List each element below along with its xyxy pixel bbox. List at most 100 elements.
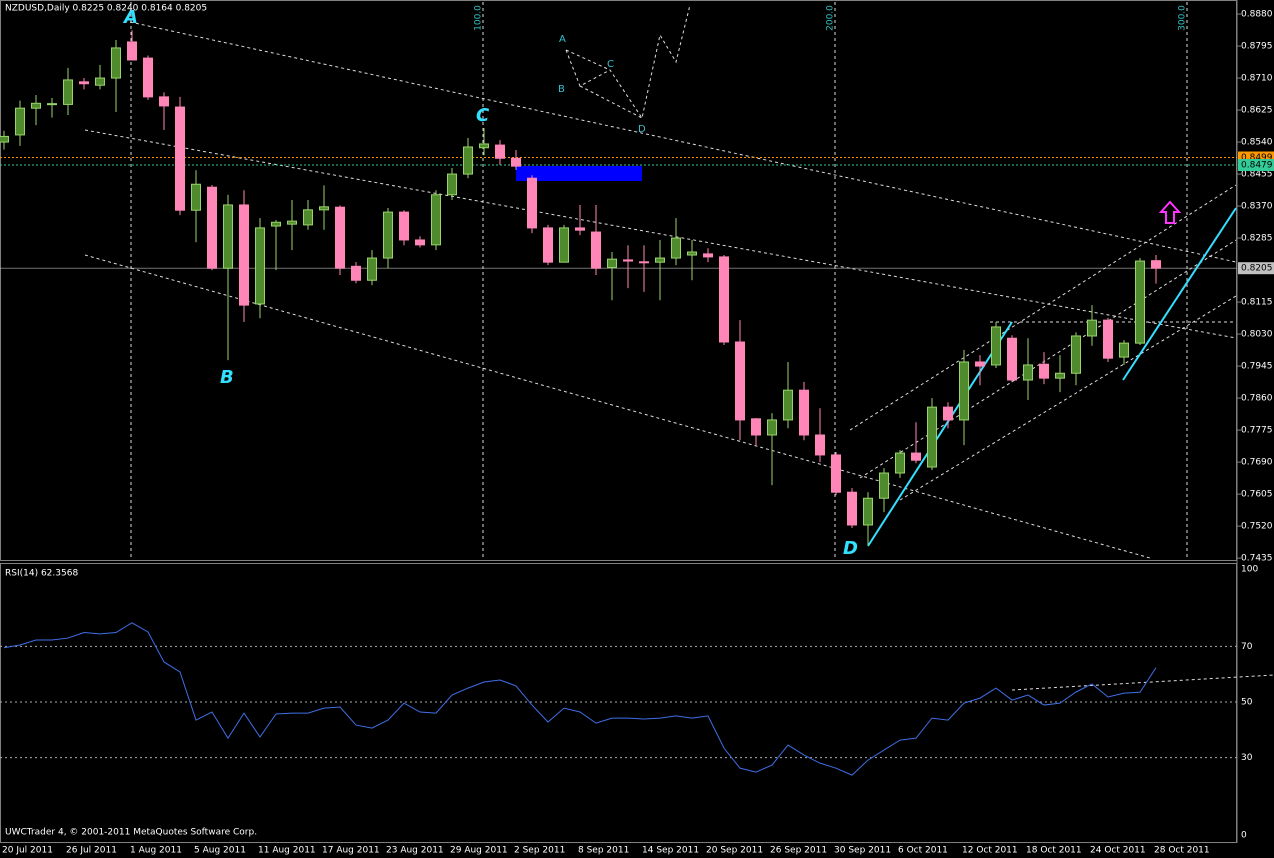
candle-body: [175, 106, 185, 211]
y-tick-label: 0.8625: [1241, 106, 1273, 116]
pattern: [565, 4, 691, 120]
candle-body: [1023, 364, 1033, 381]
candle-body: [447, 173, 457, 196]
chart-title: NZDUSD,Daily 0.8225 0.8240 0.8164 0.8205: [5, 4, 207, 14]
candle-body: [191, 183, 201, 211]
candle-body: [639, 261, 649, 264]
candle-body: [943, 406, 953, 421]
candle-body: [575, 227, 585, 231]
y-tick-label: 0.8880: [1241, 10, 1273, 20]
candle-body: [511, 157, 521, 167]
candle-body: [879, 472, 889, 499]
y-tick-label: 0.8540: [1241, 138, 1273, 148]
candle-body: [1119, 342, 1129, 358]
x-tick-label: 24 Oct 2011: [1090, 846, 1146, 856]
pattern-label: A: [559, 34, 566, 45]
candle-body: [143, 57, 153, 98]
x-tick-label: 11 Aug 2011: [258, 846, 316, 856]
candle-body: [655, 257, 665, 263]
x-tick-label: 1 Aug 2011: [130, 846, 182, 856]
x-tick-label: 26 Sep 2011: [770, 846, 827, 856]
candle-body: [47, 103, 57, 106]
channel-line: [849, 184, 1237, 431]
candle-body: [303, 209, 313, 226]
channel-line: [84, 254, 1151, 559]
y-tick-label: 0.8455: [1241, 170, 1273, 180]
candle-body: [863, 497, 873, 526]
candle-body: [1135, 260, 1145, 344]
candle-body: [63, 79, 73, 105]
candle-body: [783, 389, 793, 421]
y-tick-label: 0.8370: [1241, 202, 1273, 212]
candle-body: [895, 452, 905, 474]
price-box: [1238, 159, 1274, 172]
candle-body: [223, 204, 233, 269]
candle-body: [79, 81, 89, 85]
x-tick-label: 28 Oct 2011: [1154, 846, 1210, 856]
y-tick-label: 0.8285: [1241, 234, 1273, 244]
candle-body: [159, 96, 169, 107]
candle-body: [1103, 319, 1113, 359]
candle-body: [847, 491, 857, 526]
candle-body: [1151, 260, 1161, 269]
price-box-label: 0.8205: [1241, 264, 1273, 274]
wave-label: A: [122, 7, 138, 28]
candle-body: [271, 221, 281, 227]
candle-body: [239, 204, 249, 306]
rsi-line: [3, 622, 1157, 776]
candle-body: [799, 389, 809, 436]
y-tick-label: 0: [1241, 831, 1247, 841]
candle-body: [287, 220, 297, 225]
candle-body: [815, 434, 825, 456]
channel-line: [129, 21, 1237, 263]
pattern: [565, 49, 643, 119]
candle-body: [95, 77, 105, 86]
x-tick-label: 2 Sep 2011: [514, 846, 565, 856]
candle-body: [0, 135, 9, 143]
pattern-label: C: [607, 59, 614, 70]
candle-body: [911, 452, 921, 461]
candle-body: [831, 454, 841, 493]
candle-body: [399, 211, 409, 241]
candle-body: [671, 237, 681, 259]
channel-line: [859, 239, 1237, 479]
candle-body: [751, 418, 761, 436]
time-label: 200.0: [826, 5, 836, 31]
y-tick-label: 0.8030: [1241, 330, 1273, 340]
price-panel: [0, 0, 1237, 561]
y-tick-label: 0.7860: [1241, 394, 1273, 404]
y-tick-label: 0.7690: [1241, 458, 1273, 468]
x-tick-label: 18 Oct 2011: [1026, 846, 1082, 856]
y-tick-label: 0.8710: [1241, 74, 1273, 84]
trend-line: [1122, 207, 1237, 381]
x-tick-label: 17 Aug 2011: [322, 846, 380, 856]
candle-body: [735, 341, 745, 421]
y-tick-label: 0.7520: [1241, 522, 1273, 532]
candle-body: [415, 239, 425, 246]
candle-body: [319, 206, 329, 211]
x-tick-label: 29 Aug 2011: [450, 846, 508, 856]
candle-body: [975, 361, 985, 367]
pattern-label: B: [558, 84, 565, 95]
zone: [516, 166, 642, 181]
arrow: [1158, 200, 1182, 224]
candle-body: [703, 253, 713, 258]
candle-body: [367, 257, 377, 281]
wave-label: C: [476, 105, 490, 126]
y-tick-label: 0.7945: [1241, 362, 1273, 372]
time-label: 300.0: [1178, 5, 1188, 31]
x-tick-label: 14 Sep 2011: [642, 846, 699, 856]
x-tick-label: 30 Sep 2011: [834, 846, 891, 856]
price-box-label: 0.8479: [1241, 161, 1273, 171]
y-tick-label: 0.7435: [1241, 554, 1273, 564]
wave-label: B: [220, 367, 234, 388]
rsi-trend: [1011, 674, 1274, 691]
candle-body: [1087, 319, 1097, 337]
candle-body: [1007, 337, 1017, 381]
x-tick-label: 20 Sep 2011: [706, 846, 763, 856]
candle-body: [559, 227, 569, 263]
candle-body: [351, 265, 361, 281]
candle-body: [479, 143, 489, 149]
pattern-label: D: [638, 124, 646, 135]
candle-body: [959, 361, 969, 421]
